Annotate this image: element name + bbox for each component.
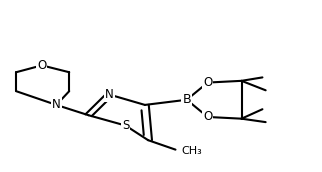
Text: N: N [52,98,61,111]
Text: O: O [203,76,212,89]
Text: CH₃: CH₃ [181,146,202,156]
Text: O: O [37,59,46,72]
Text: O: O [203,110,212,123]
Text: N: N [105,88,114,101]
Text: S: S [122,119,129,132]
Text: B: B [183,93,191,106]
